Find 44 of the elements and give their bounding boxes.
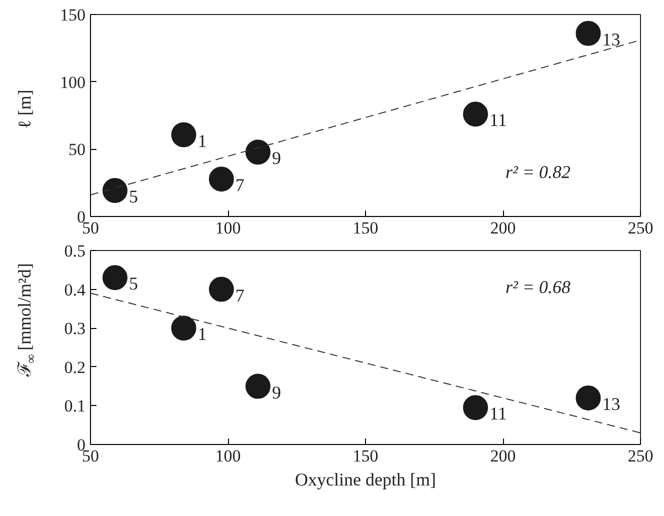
point bbox=[576, 20, 601, 46]
annotation: r² = 0.68 bbox=[506, 277, 571, 298]
point bbox=[463, 395, 488, 420]
point bbox=[245, 374, 270, 399]
y-tick-label: 150 bbox=[60, 6, 86, 24]
point bbox=[576, 385, 601, 410]
y-tick-label: 100 bbox=[60, 72, 86, 92]
point bbox=[208, 276, 234, 302]
annotation: 13 bbox=[602, 29, 620, 50]
x-tick-label: 150 bbox=[352, 218, 378, 238]
annotation: 7 bbox=[235, 285, 244, 306]
point bbox=[102, 178, 128, 203]
annotation: 5 bbox=[128, 186, 138, 207]
point bbox=[245, 140, 270, 165]
annotation: 9 bbox=[272, 148, 281, 168]
y-tick-label: 0.2 bbox=[64, 358, 86, 377]
y-tick-label: 0.4 bbox=[64, 280, 86, 300]
annotation: 11 bbox=[490, 404, 507, 424]
x-tick-label: 150 bbox=[352, 446, 378, 466]
y-tick-label: 0.5 bbox=[64, 242, 86, 260]
x-tick-label: 100 bbox=[215, 446, 241, 466]
point bbox=[171, 316, 196, 341]
x-tick-label: 200 bbox=[490, 446, 516, 466]
x-tick-label: 100 bbox=[215, 218, 241, 238]
annotation: 5 bbox=[128, 274, 138, 294]
annotation: 1 bbox=[198, 130, 207, 151]
annotation: r² = 0.82 bbox=[506, 162, 571, 182]
point bbox=[171, 122, 196, 148]
point bbox=[208, 166, 234, 192]
annotation: 11 bbox=[490, 110, 507, 130]
annotation: 9 bbox=[272, 382, 281, 402]
annotation: 7 bbox=[235, 175, 244, 196]
x-tick-label: 250 bbox=[628, 446, 654, 466]
y-tick-label: 0.3 bbox=[64, 319, 86, 338]
y-tick-label: 0.1 bbox=[64, 396, 86, 416]
x-tick-label: 250 bbox=[628, 218, 654, 238]
point bbox=[463, 102, 488, 127]
point bbox=[102, 265, 128, 290]
annotation: 13 bbox=[602, 394, 620, 414]
x-axis-title: Oxycline depth [m] bbox=[295, 470, 436, 490]
x-tick-label: 200 bbox=[490, 218, 516, 238]
annotation: 1 bbox=[198, 324, 207, 344]
y-axis-title: ℓ [m] bbox=[14, 90, 34, 129]
y-tick-label: 50 bbox=[68, 140, 86, 160]
